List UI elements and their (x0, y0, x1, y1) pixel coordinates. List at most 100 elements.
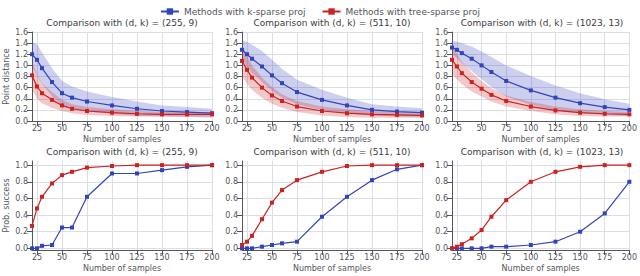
svg-text:75: 75 (82, 253, 92, 262)
svg-text:Point distance: Point distance (2, 48, 11, 104)
svg-text:0.6: 0.6 (15, 194, 28, 203)
svg-text:175: 175 (597, 253, 612, 262)
svg-text:0.6: 0.6 (435, 83, 448, 92)
svg-text:25: 25 (32, 124, 42, 133)
svg-text:125: 125 (548, 253, 563, 262)
svg-text:75: 75 (292, 124, 302, 133)
svg-text:0.2: 0.2 (15, 105, 28, 114)
svg-text:0.8: 0.8 (15, 72, 28, 81)
svg-text:125: 125 (339, 124, 354, 133)
svg-text:1.2: 1.2 (435, 50, 448, 59)
svg-text:1.0: 1.0 (225, 61, 238, 70)
svg-text:100: 100 (104, 124, 119, 133)
svg-text:1.4: 1.4 (15, 39, 28, 48)
svg-text:0.0: 0.0 (225, 244, 238, 253)
svg-text:Methods with k-sparse proj: Methods with k-sparse proj (184, 7, 306, 17)
svg-text:1.6: 1.6 (225, 28, 238, 37)
svg-text:0.2: 0.2 (225, 227, 238, 236)
svg-text:150: 150 (154, 253, 169, 262)
svg-text:Number of samples: Number of samples (293, 264, 371, 273)
svg-text:1.6: 1.6 (15, 28, 28, 37)
svg-text:75: 75 (501, 124, 511, 133)
svg-text:1.0: 1.0 (15, 161, 28, 170)
svg-text:0.8: 0.8 (435, 177, 448, 186)
svg-text:0.8: 0.8 (15, 177, 28, 186)
svg-text:1.4: 1.4 (435, 39, 448, 48)
svg-text:0.0: 0.0 (15, 117, 28, 126)
svg-text:0.4: 0.4 (435, 94, 448, 103)
svg-text:1.0: 1.0 (225, 161, 238, 170)
svg-text:125: 125 (548, 124, 563, 133)
svg-text:25: 25 (452, 124, 462, 133)
svg-text:Methods with tree-sparse proj: Methods with tree-sparse proj (346, 7, 481, 17)
svg-text:50: 50 (57, 253, 67, 262)
svg-text:1.0: 1.0 (435, 161, 448, 170)
svg-text:Number of samples: Number of samples (83, 264, 161, 273)
svg-text:0.4: 0.4 (435, 211, 448, 220)
svg-text:0.6: 0.6 (435, 194, 448, 203)
svg-text:25: 25 (32, 253, 42, 262)
svg-text:150: 150 (364, 253, 379, 262)
svg-text:175: 175 (179, 253, 194, 262)
svg-text:75: 75 (501, 253, 511, 262)
svg-text:Number of samples: Number of samples (83, 135, 161, 144)
svg-text:0.6: 0.6 (225, 83, 238, 92)
svg-text:Prob. success: Prob. success (2, 178, 11, 232)
svg-text:150: 150 (572, 253, 587, 262)
svg-text:175: 175 (389, 124, 404, 133)
svg-text:50: 50 (267, 253, 277, 262)
svg-text:Number of samples: Number of samples (502, 264, 580, 273)
svg-text:150: 150 (572, 124, 587, 133)
svg-text:0.0: 0.0 (435, 117, 448, 126)
svg-text:0.2: 0.2 (435, 227, 448, 236)
svg-text:50: 50 (476, 253, 486, 262)
svg-text:125: 125 (129, 124, 144, 133)
svg-text:1.2: 1.2 (225, 50, 238, 59)
svg-text:0.8: 0.8 (225, 72, 238, 81)
svg-text:200: 200 (622, 124, 637, 133)
svg-text:0.8: 0.8 (435, 72, 448, 81)
svg-text:0.0: 0.0 (435, 244, 448, 253)
svg-text:200: 200 (204, 124, 219, 133)
svg-text:1.6: 1.6 (435, 28, 448, 37)
svg-text:175: 175 (179, 124, 194, 133)
svg-text:125: 125 (339, 253, 354, 262)
svg-text:0.4: 0.4 (225, 94, 238, 103)
svg-text:200: 200 (414, 124, 429, 133)
svg-text:1.2: 1.2 (15, 50, 28, 59)
svg-text:0.2: 0.2 (15, 227, 28, 236)
svg-text:100: 100 (314, 124, 329, 133)
svg-text:75: 75 (82, 124, 92, 133)
svg-text:Comparison with (d, k) = (511,: Comparison with (d, k) = (511, 10) (253, 18, 410, 28)
svg-text:200: 200 (414, 253, 429, 262)
svg-text:0.0: 0.0 (225, 117, 238, 126)
svg-text:0.4: 0.4 (15, 94, 28, 103)
svg-text:0.2: 0.2 (435, 105, 448, 114)
svg-text:175: 175 (389, 253, 404, 262)
svg-text:150: 150 (364, 124, 379, 133)
svg-text:0.6: 0.6 (225, 194, 238, 203)
svg-text:50: 50 (57, 124, 67, 133)
svg-text:50: 50 (267, 124, 277, 133)
svg-text:100: 100 (104, 253, 119, 262)
svg-text:0.4: 0.4 (15, 211, 28, 220)
svg-text:0.2: 0.2 (225, 105, 238, 114)
svg-text:25: 25 (452, 253, 462, 262)
svg-text:125: 125 (129, 253, 144, 262)
svg-text:100: 100 (523, 124, 538, 133)
svg-text:0.8: 0.8 (225, 177, 238, 186)
svg-text:200: 200 (204, 253, 219, 262)
svg-text:Comparison with (d, k) = (255,: Comparison with (d, k) = (255, 9) (46, 147, 197, 157)
svg-text:Comparison with (d, k) = (1023: Comparison with (d, k) = (1023, 13) (461, 18, 624, 28)
svg-text:Comparison with (d, k) = (1023: Comparison with (d, k) = (1023, 13) (461, 147, 624, 157)
svg-text:100: 100 (314, 253, 329, 262)
svg-text:75: 75 (292, 253, 302, 262)
svg-text:1.0: 1.0 (15, 61, 28, 70)
svg-text:175: 175 (597, 124, 612, 133)
svg-text:Comparison with (d, k) = (511,: Comparison with (d, k) = (511, 10) (253, 147, 410, 157)
svg-text:25: 25 (242, 253, 252, 262)
svg-text:50: 50 (476, 124, 486, 133)
svg-text:Comparison with (d, k) = (255,: Comparison with (d, k) = (255, 9) (46, 18, 197, 28)
svg-text:1.4: 1.4 (225, 39, 238, 48)
svg-text:200: 200 (622, 253, 637, 262)
